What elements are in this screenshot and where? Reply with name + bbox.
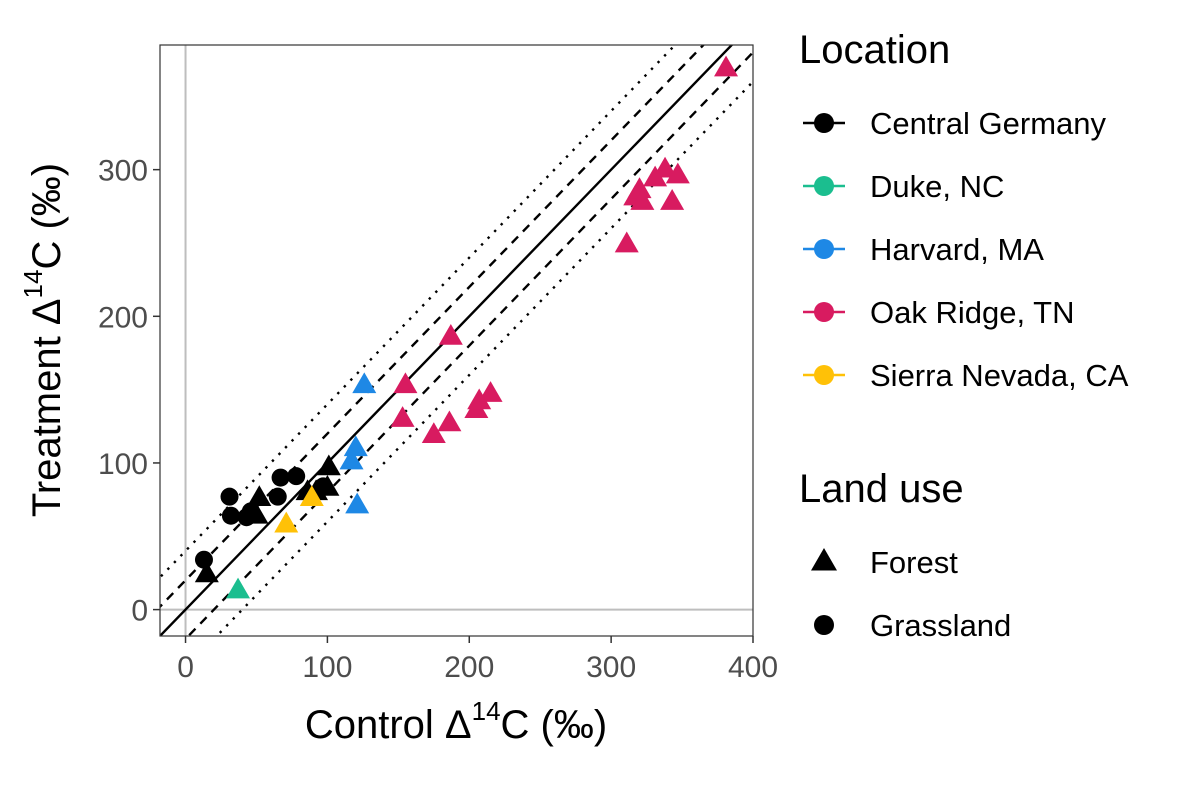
legend-label: Forest bbox=[870, 545, 958, 580]
data-point-triangle bbox=[630, 189, 655, 210]
data-point-triangle bbox=[316, 454, 341, 476]
legend-label: Oak Ridge, TN bbox=[870, 295, 1074, 330]
legend-location-entry: Harvard, MA bbox=[803, 232, 1044, 267]
legend-key-point bbox=[814, 113, 834, 133]
data-point-circle bbox=[220, 487, 239, 506]
legend-landuse-entry: Forest bbox=[811, 545, 958, 580]
data-point-circle bbox=[268, 487, 287, 506]
legend-key-point bbox=[814, 239, 834, 259]
y-tick-label: 0 bbox=[131, 595, 148, 628]
legend-location-title: Location bbox=[799, 28, 950, 72]
dashed-line-0 bbox=[186, 50, 753, 636]
x-axis-title: Control Δ14C (‰) bbox=[305, 696, 607, 747]
data-point-triangle bbox=[343, 435, 368, 457]
dashed-line-1 bbox=[160, 45, 706, 609]
data-point-circle bbox=[271, 468, 290, 487]
y-tick-label: 100 bbox=[98, 448, 148, 481]
x-tick-label: 0 bbox=[177, 651, 194, 684]
data-point-triangle bbox=[390, 406, 415, 427]
data-point-triangle bbox=[393, 372, 418, 394]
data-point-triangle bbox=[194, 561, 219, 583]
y-tick-label: 300 bbox=[98, 155, 148, 188]
y-tick-label: 200 bbox=[98, 301, 148, 334]
identity-line bbox=[160, 45, 734, 636]
x-axis: 0 100 200 300 400 bbox=[177, 636, 778, 684]
data-point-triangle bbox=[244, 502, 269, 524]
legend-label: Central Germany bbox=[870, 106, 1107, 141]
legend-location-entry: Oak Ridge, TN bbox=[803, 295, 1074, 330]
dotted-line-0 bbox=[215, 79, 753, 636]
legend-label: Duke, NC bbox=[870, 169, 1004, 204]
data-point-circle bbox=[287, 467, 306, 486]
data-point-circle bbox=[194, 550, 213, 569]
legend-label: Harvard, MA bbox=[870, 232, 1044, 267]
data-point-triangle bbox=[467, 388, 492, 410]
legend-landuse-entry: Grassland bbox=[814, 608, 1011, 643]
plot-border bbox=[159, 44, 754, 637]
x-tick-label: 400 bbox=[728, 651, 778, 684]
legend-landuse-title: Land use bbox=[799, 467, 964, 511]
data-point-triangle bbox=[274, 511, 299, 533]
data-point-triangle bbox=[339, 448, 364, 470]
x-tick-label: 200 bbox=[444, 651, 494, 684]
data-point-triangle bbox=[653, 156, 678, 178]
data-point-triangle bbox=[478, 381, 503, 402]
data-point-triangle bbox=[627, 177, 652, 199]
data-point-triangle bbox=[226, 577, 251, 599]
legend-key-triangle bbox=[811, 548, 837, 571]
data-point-triangle bbox=[421, 422, 446, 443]
legend-key-point bbox=[814, 176, 834, 196]
data-point-triangle bbox=[665, 162, 690, 184]
legend-key-circle bbox=[814, 615, 834, 635]
reference-lines bbox=[160, 45, 753, 636]
data-point-triangle bbox=[438, 323, 463, 345]
data-point-triangle bbox=[315, 474, 340, 496]
y-axis-title: Treatment Δ14C (‰) bbox=[18, 163, 69, 517]
data-point-circle bbox=[221, 506, 240, 525]
legend-location: Location Central Germany Duke, NC Harvard,… bbox=[799, 28, 1129, 393]
data-point-triangle bbox=[714, 55, 739, 77]
dotted-line-1 bbox=[160, 45, 677, 580]
legend-key-point bbox=[814, 365, 834, 385]
legend-location-entry: Duke, NC bbox=[803, 169, 1004, 204]
legend-label: Grassland bbox=[870, 608, 1011, 643]
x-tick-label: 300 bbox=[586, 651, 636, 684]
y-axis: 0 100 200 300 bbox=[98, 155, 160, 628]
data-point-triangle bbox=[247, 485, 272, 507]
x-tick-label: 100 bbox=[302, 651, 352, 684]
data-point-triangle bbox=[299, 485, 324, 507]
data-point-triangle bbox=[614, 231, 639, 253]
zero-lines bbox=[160, 45, 753, 636]
data-point-triangle bbox=[437, 410, 462, 432]
legend-key-point bbox=[814, 302, 834, 322]
legend-landuse: Land use Forest Grassland bbox=[799, 467, 1011, 643]
data-point-triangle bbox=[345, 492, 370, 514]
legend-label: Sierra Nevada, CA bbox=[870, 358, 1129, 393]
data-point-triangle bbox=[352, 372, 377, 394]
data-point-triangle bbox=[660, 189, 685, 210]
legend-location-entry: Sierra Nevada, CA bbox=[803, 358, 1129, 393]
legend-location-entry: Central Germany bbox=[803, 106, 1107, 141]
data-points bbox=[194, 55, 739, 599]
